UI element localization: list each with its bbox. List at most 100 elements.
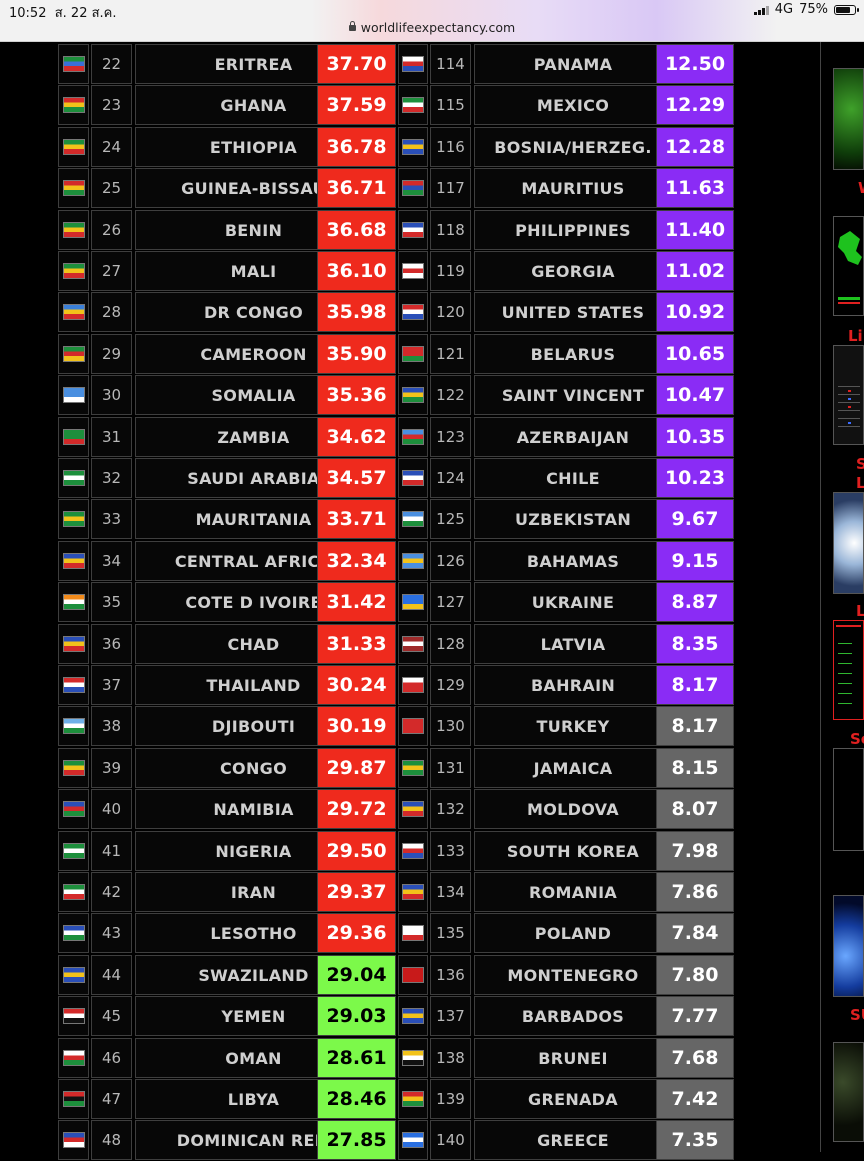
country-name: PHILIPPINES xyxy=(515,220,631,240)
flag-cell xyxy=(58,831,89,871)
country-link[interactable]: GREECE xyxy=(474,1120,672,1160)
rate-value: 8.07 xyxy=(671,798,719,820)
country-name: LESOTHO xyxy=(210,923,297,943)
rate-value: 11.02 xyxy=(664,260,726,282)
flag-cell xyxy=(398,913,428,953)
country-link[interactable]: CHILE xyxy=(474,458,672,498)
rank-cell: 25 xyxy=(91,168,132,208)
country-link[interactable]: BAHRAIN xyxy=(474,665,672,705)
bosnia-herzeg-flag-icon xyxy=(402,139,424,155)
rate-value: 12.28 xyxy=(664,136,726,158)
rank-cell: 46 xyxy=(91,1038,132,1078)
rank-number: 24 xyxy=(101,138,122,156)
country-link[interactable]: BOSNIA/HERZEG. xyxy=(474,127,672,167)
flag-cell xyxy=(398,789,428,829)
sidebar-thumbnail-light[interactable] xyxy=(833,492,864,594)
table-row: 36 CHAD 31.33 128 LATVIA 8.35 xyxy=(57,624,735,665)
country-name: BAHRAIN xyxy=(530,675,616,695)
rate-cell: 30.24 xyxy=(317,665,396,705)
rate-cell: 9.15 xyxy=(656,541,734,581)
table-row: 26 BENIN 36.68 118 PHILIPPINES 11.40 xyxy=(57,210,735,251)
flag-cell xyxy=(58,168,89,208)
browser-status-bar: 10:52 ส. 22 ส.ค. 4G 75% worldlifeexpecta… xyxy=(0,0,864,42)
rate-value: 29.36 xyxy=(326,922,387,944)
rank-number: 120 xyxy=(436,303,465,321)
libya-flag-icon xyxy=(62,1091,85,1107)
country-name: YEMEN xyxy=(221,1006,286,1026)
country-link[interactable]: PHILIPPINES xyxy=(474,210,672,250)
country-link[interactable]: AZERBAIJAN xyxy=(474,417,672,457)
rank-cell: 139 xyxy=(430,1079,471,1119)
country-name: CAMEROON xyxy=(200,344,307,364)
country-link[interactable]: MOLDOVA xyxy=(474,789,672,829)
status-indicators: 4G 75% xyxy=(753,2,859,17)
sidebar-thumbnail-cells[interactable] xyxy=(833,895,864,997)
country-link[interactable]: UKRAINE xyxy=(474,582,672,622)
country-link[interactable]: BAHAMAS xyxy=(474,541,672,581)
sidebar-thumbnail-grass[interactable] xyxy=(833,68,864,170)
rank-cell: 29 xyxy=(91,334,132,374)
country-link[interactable]: TURKEY xyxy=(474,706,672,746)
rate-value: 7.80 xyxy=(671,964,719,986)
table-row: 35 COTE D IVOIRE 31.42 127 UKRAINE 8.87 xyxy=(57,582,735,623)
sidebar-thumbnail-table[interactable] xyxy=(833,345,864,445)
table-row: 32 SAUDI ARABIA 34.57 124 CHILE 10.23 xyxy=(57,458,735,499)
rate-cell: 8.15 xyxy=(656,748,734,788)
rate-cell: 10.92 xyxy=(656,292,734,332)
country-link[interactable]: GRENADA xyxy=(474,1079,672,1119)
country-link[interactable]: BRUNEI xyxy=(474,1038,672,1078)
rate-value: 29.72 xyxy=(326,798,387,820)
country-link[interactable]: MONTENEGRO xyxy=(474,955,672,995)
rate-cell: 8.35 xyxy=(656,624,734,664)
country-link[interactable]: UZBEKISTAN xyxy=(474,499,672,539)
rate-cell: 29.04 xyxy=(317,955,396,995)
rank-cell: 32 xyxy=(91,458,132,498)
rank-number: 117 xyxy=(436,179,465,197)
rate-cell: 12.29 xyxy=(656,85,734,125)
rate-value: 28.61 xyxy=(326,1047,387,1069)
flag-cell xyxy=(398,706,428,746)
country-link[interactable]: JAMAICA xyxy=(474,748,672,788)
country-link[interactable]: SAINT VINCENT xyxy=(474,375,672,415)
rate-value: 12.29 xyxy=(664,94,726,116)
greece-flag-icon xyxy=(402,1132,424,1148)
table-thumbnail-icon xyxy=(838,386,860,427)
country-name: MOLDOVA xyxy=(527,799,619,819)
flag-cell xyxy=(58,706,89,746)
url-bar[interactable]: worldlifeexpectancy.com xyxy=(0,20,864,35)
country-link[interactable]: POLAND xyxy=(474,913,672,953)
rate-cell: 36.10 xyxy=(317,251,396,291)
country-link[interactable]: SOUTH KOREA xyxy=(474,831,672,871)
rate-value: 28.46 xyxy=(326,1088,387,1110)
barbados-flag-icon xyxy=(402,1008,424,1024)
country-link[interactable]: LATVIA xyxy=(474,624,672,664)
mexico-flag-icon xyxy=(402,97,424,113)
country-link[interactable]: GEORGIA xyxy=(474,251,672,291)
rank-number: 30 xyxy=(101,386,122,404)
country-link[interactable]: MEXICO xyxy=(474,85,672,125)
rate-value: 29.50 xyxy=(326,840,387,862)
country-name: SOMALIA xyxy=(211,385,296,405)
rank-number: 28 xyxy=(101,303,122,321)
sidebar-thumbnail-map[interactable] xyxy=(833,216,864,316)
country-link[interactable]: PANAMA xyxy=(474,44,672,84)
south-korea-flag-icon xyxy=(402,843,424,859)
sidebar-thumbnail-list[interactable] xyxy=(833,620,864,720)
country-name: BARBADOS xyxy=(521,1006,625,1026)
rate-value: 11.63 xyxy=(664,177,726,199)
rank-cell: 140 xyxy=(430,1120,471,1160)
country-link[interactable]: BARBADOS xyxy=(474,996,672,1036)
country-link[interactable]: MAURITIUS xyxy=(474,168,672,208)
rate-value: 36.68 xyxy=(326,219,387,241)
sidebar-thumbnail-blank[interactable] xyxy=(833,748,864,851)
country-link[interactable]: BELARUS xyxy=(474,334,672,374)
sidebar-thumbnail-dark[interactable] xyxy=(833,1042,864,1142)
country-name: BENIN xyxy=(224,220,283,240)
country-name: SWAZILAND xyxy=(198,965,309,985)
cote-d-ivoire-flag-icon xyxy=(62,594,85,610)
flag-cell xyxy=(398,955,428,995)
flag-cell xyxy=(398,44,428,84)
rank-cell: 36 xyxy=(91,624,132,664)
country-link[interactable]: UNITED STATES xyxy=(474,292,672,332)
country-link[interactable]: ROMANIA xyxy=(474,872,672,912)
